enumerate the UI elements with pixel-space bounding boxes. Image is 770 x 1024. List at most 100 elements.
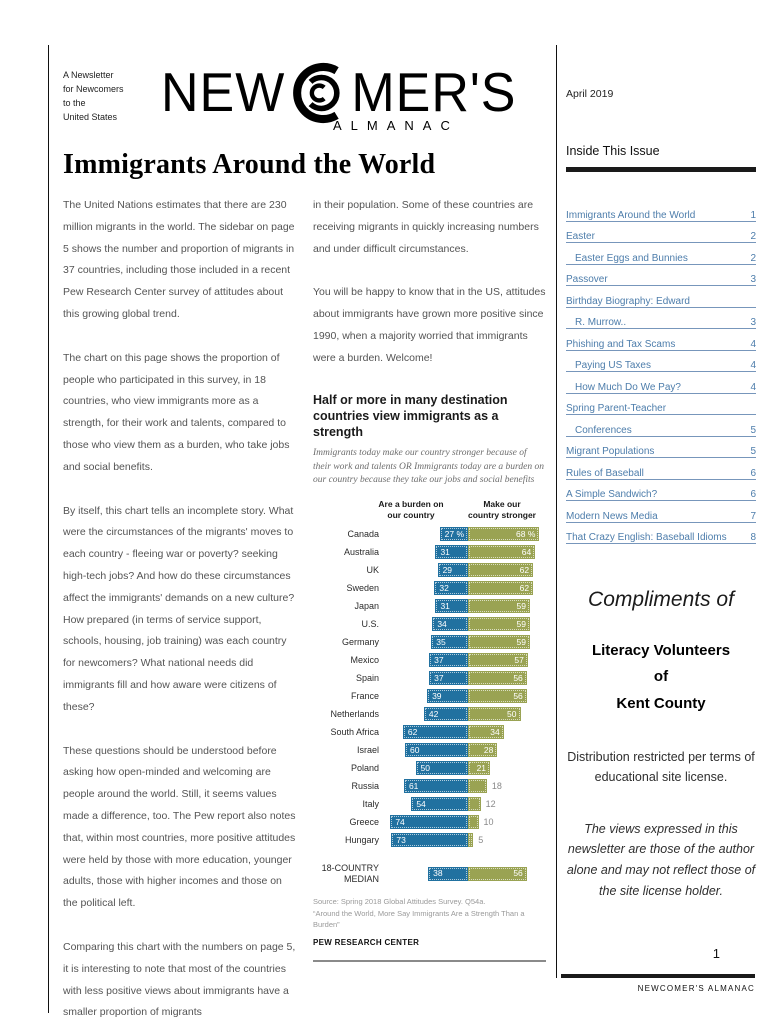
strength-value-label: 59 xyxy=(516,600,526,611)
logo-text-almanac: ALMANAC xyxy=(333,118,459,133)
burden-bar: 29 xyxy=(437,563,468,578)
chart-country-label: South Africa xyxy=(330,727,379,738)
strength-bar-zone: 50 xyxy=(468,707,546,722)
chart-row: Mexico 37 57 xyxy=(313,653,546,668)
toc-link[interactable]: Birthday Biography: Edward xyxy=(566,295,690,307)
strength-bar-zone: 56 xyxy=(468,866,546,881)
table-of-contents: Immigrants Around the World 1 Easter 2 Easte… xyxy=(566,200,756,544)
toc-row: Passover 3 xyxy=(566,265,756,286)
burden-bar-zone: 31 xyxy=(386,599,468,614)
strength-bar-zone: 28 xyxy=(468,743,546,758)
strength-bar: 56 xyxy=(468,689,527,704)
chart-row: Greece 74 10 xyxy=(313,815,546,830)
burden-value-label: 37 xyxy=(434,654,444,665)
strength-bar-zone: 12 xyxy=(468,797,546,812)
chart-attribution: PEW RESEARCH CENTER xyxy=(313,938,420,948)
chart-title: Half or more in many destination countri… xyxy=(313,392,508,440)
toc-link[interactable]: Modern News Media xyxy=(566,510,658,522)
burden-bar-zone: 32 xyxy=(386,581,468,596)
toc-link[interactable]: R. Murrow.. xyxy=(575,317,627,328)
chart-row: U.S. 34 59 xyxy=(313,617,546,632)
toc-link[interactable]: A Simple Sandwich? xyxy=(566,489,658,500)
toc-page-number: 5 xyxy=(750,424,756,436)
article-title: Immigrants Around the World xyxy=(63,149,436,180)
strength-bar xyxy=(468,797,481,812)
strength-bar: 50 xyxy=(468,707,521,722)
strength-bar xyxy=(468,815,479,830)
burden-value-label: 62 xyxy=(407,726,418,737)
burden-value-label: 34 xyxy=(437,618,447,629)
toc-row: Birthday Biography: Edward xyxy=(566,286,756,308)
toc-link[interactable]: Migrant Populations xyxy=(566,446,655,457)
strength-bar: 21 xyxy=(468,761,491,776)
chart-column-headers: Are a burden on our country Make our cou… xyxy=(313,499,546,520)
toc-row: Conferences 5 xyxy=(566,415,756,437)
strength-bar-zone: 34 xyxy=(468,725,546,740)
strength-value-label: 5 xyxy=(478,835,484,846)
toc-page-number: 8 xyxy=(750,532,756,543)
toc-row: Phishing and Tax Scams 4 xyxy=(566,329,756,351)
masthead: A Newsletter for Newcomers to the United… xyxy=(63,62,547,133)
strength-bar-zone: 59 xyxy=(468,617,546,632)
toc-link[interactable]: Phishing and Tax Scams xyxy=(566,338,676,350)
burden-bar: 27 % xyxy=(439,527,468,542)
toc-page-number: 2 xyxy=(750,231,756,242)
toc-link[interactable]: Passover xyxy=(566,274,608,285)
toc-link[interactable]: Easter Eggs and Bunnies xyxy=(575,252,688,264)
burden-bar-zone: 42 xyxy=(386,707,468,722)
burden-value-label: 54 xyxy=(416,798,426,809)
chart-median-row: 18-COUNTRY MEDIAN 38 56 xyxy=(313,863,546,884)
article-columns: The United Nations estimates that there … xyxy=(63,195,547,1024)
strength-bar: 68 % xyxy=(468,527,540,542)
toc-page-number: 3 xyxy=(750,317,756,328)
toc-link[interactable]: Spring Parent-Teacher xyxy=(566,403,667,414)
chart-row: Sweden 32 62 xyxy=(313,581,546,596)
burden-value-label: 29 xyxy=(442,564,453,575)
toc-link[interactable]: That Crazy English: Baseball Idioms xyxy=(566,532,727,543)
strength-value-label: 56 xyxy=(513,672,523,683)
chart-header-spacer xyxy=(313,499,359,520)
strength-value-label: 21 xyxy=(476,762,487,773)
distribution-note: Distribution restricted per terms of edu… xyxy=(567,749,755,784)
burden-value-label: 61 xyxy=(408,780,419,791)
toc-row: Rules of Baseball 6 xyxy=(566,458,756,480)
burden-value-label: 32 xyxy=(439,582,449,593)
strength-bar-zone: 57 xyxy=(468,653,546,668)
chart-country-label: 18-COUNTRY MEDIAN xyxy=(321,863,379,884)
burden-bar: 34 xyxy=(432,617,468,632)
toc-link[interactable]: Easter xyxy=(566,231,595,242)
logo-text-new: NEW xyxy=(161,62,286,124)
toc-row: Paying US Taxes 4 xyxy=(566,351,756,372)
toc-row: Easter Eggs and Bunnies 2 xyxy=(566,243,756,265)
burden-bar-zone: 54 xyxy=(386,797,468,812)
toc-link[interactable]: How Much Do We Pay? xyxy=(575,381,681,393)
toc-page-number: 3 xyxy=(750,274,756,285)
chart-subtitle: Immigrants today make our country strong… xyxy=(313,448,544,485)
strength-value-label: 64 xyxy=(521,546,532,557)
toc-page-number: 7 xyxy=(750,510,756,522)
chart-country-label: Canada xyxy=(347,529,379,540)
chart-row: Israel 60 28 xyxy=(313,743,546,758)
toc-link[interactable]: Rules of Baseball xyxy=(566,467,644,479)
toc-page-number: 4 xyxy=(750,338,756,350)
page-left-border xyxy=(48,45,49,1013)
burden-bar: 74 xyxy=(390,815,468,830)
toc-page-number: 2 xyxy=(750,252,756,264)
main-content: A Newsletter for Newcomers to the United… xyxy=(63,62,547,1024)
burden-bar-zone: 60 xyxy=(386,743,468,758)
strength-value-label: 59 xyxy=(516,636,526,647)
article-column-2: in their population. Some of these count… xyxy=(313,195,546,1024)
strength-bar-zone: 21 xyxy=(468,761,546,776)
toc-page-number: 1 xyxy=(750,209,756,221)
strength-value-label: 34 xyxy=(490,726,500,737)
strength-value-label: 62 xyxy=(519,564,530,575)
strength-bar-zone: 56 xyxy=(468,689,546,704)
toc-link[interactable]: Immigrants Around the World xyxy=(566,209,696,221)
toc-link[interactable]: Conferences xyxy=(575,424,632,436)
burden-bar: 31 xyxy=(435,545,468,560)
burden-bar-zone: 50 xyxy=(386,761,468,776)
toc-page-number: 5 xyxy=(750,446,756,457)
chart-header-stronger: Make our country stronger xyxy=(467,499,536,520)
chart-row: Japan 31 59 xyxy=(313,599,546,614)
toc-link[interactable]: Paying US Taxes xyxy=(575,360,651,371)
